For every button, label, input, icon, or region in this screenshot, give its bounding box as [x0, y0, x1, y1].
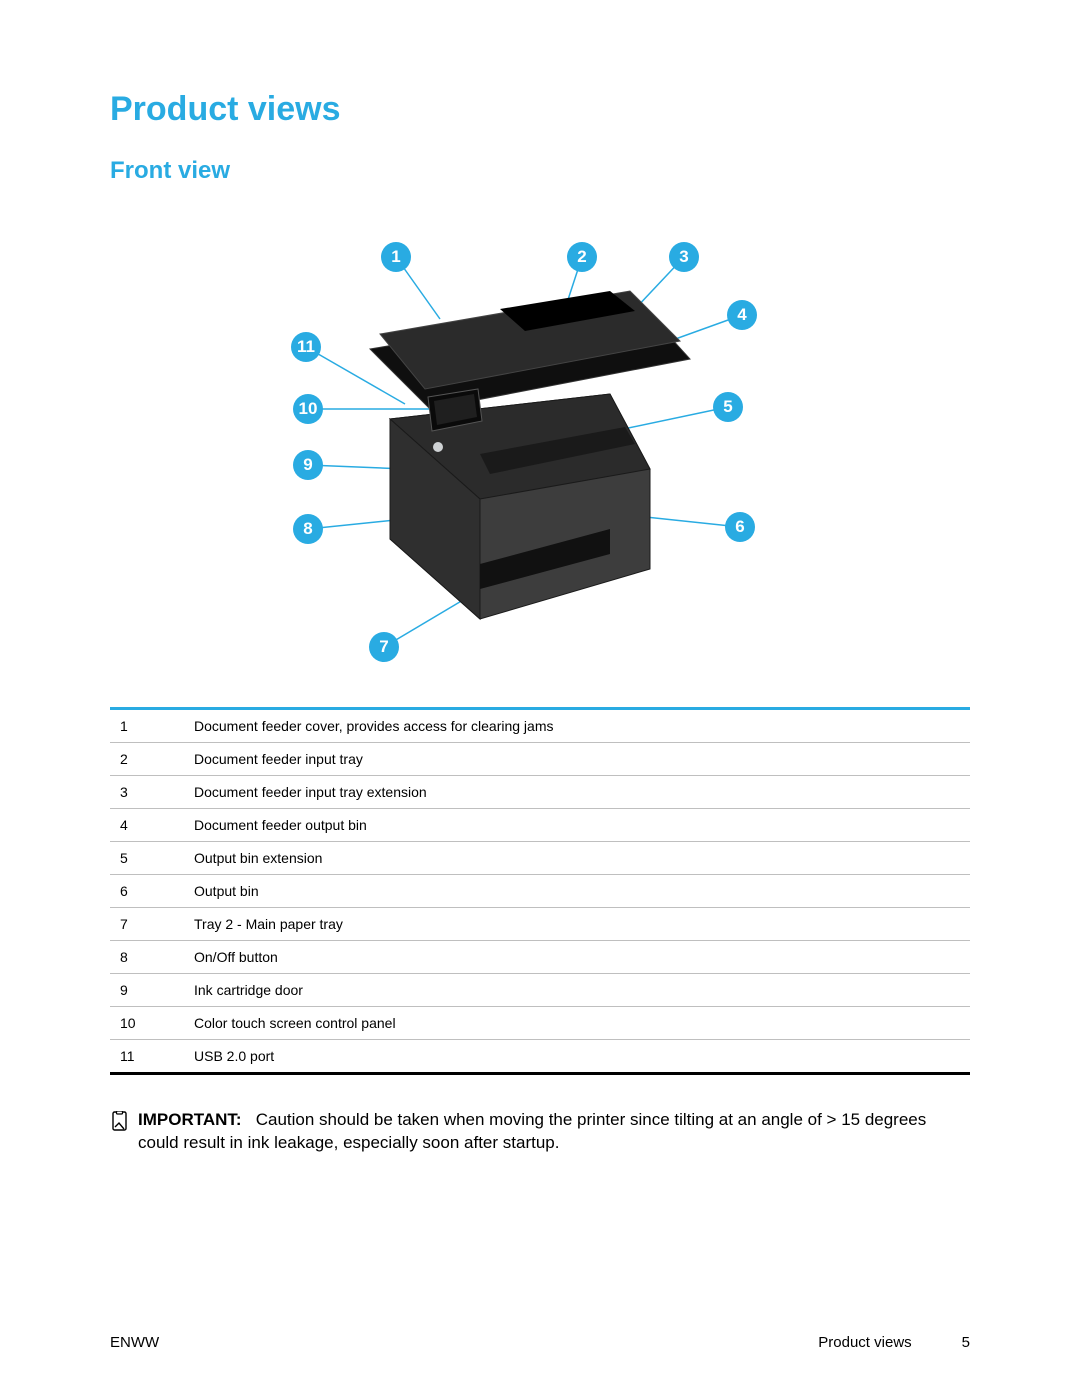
- part-description: Document feeder cover, provides access f…: [184, 709, 970, 743]
- part-description: Document feeder input tray extension: [184, 776, 970, 809]
- part-description: Color touch screen control panel: [184, 1007, 970, 1040]
- callout-badge: 9: [293, 450, 323, 480]
- table-row: 5Output bin extension: [110, 842, 970, 875]
- front-view-diagram: 1 2 34 5 6 7 8 9 10 11: [180, 209, 900, 689]
- part-description: USB 2.0 port: [184, 1040, 970, 1074]
- part-description: Document feeder input tray: [184, 743, 970, 776]
- table-row: 4Document feeder output bin: [110, 809, 970, 842]
- page-footer: ENWW Product views 5: [110, 1334, 970, 1351]
- part-number: 11: [110, 1040, 184, 1074]
- part-description: Tray 2 - Main paper tray: [184, 908, 970, 941]
- section-title: Front view: [110, 157, 970, 185]
- part-number: 6: [110, 875, 184, 908]
- part-number: 2: [110, 743, 184, 776]
- parts-table: 1Document feeder cover, provides access …: [110, 707, 970, 1075]
- part-number: 3: [110, 776, 184, 809]
- table-row: 6Output bin: [110, 875, 970, 908]
- footer-left: ENWW: [110, 1334, 159, 1351]
- table-row: 10Color touch screen control panel: [110, 1007, 970, 1040]
- part-description: Output bin extension: [184, 842, 970, 875]
- callout-badge: 3: [669, 242, 699, 272]
- table-row: 7Tray 2 - Main paper tray: [110, 908, 970, 941]
- table-row: 11USB 2.0 port: [110, 1040, 970, 1074]
- page-title: Product views: [110, 90, 970, 129]
- table-row: 3Document feeder input tray extension: [110, 776, 970, 809]
- important-note: IMPORTANT: Caution should be taken when …: [110, 1109, 970, 1155]
- callout-badge: 4: [727, 300, 757, 330]
- part-number: 8: [110, 941, 184, 974]
- callout-badge: 2: [567, 242, 597, 272]
- part-number: 1: [110, 709, 184, 743]
- part-description: Output bin: [184, 875, 970, 908]
- table-row: 2Document feeder input tray: [110, 743, 970, 776]
- part-description: Document feeder output bin: [184, 809, 970, 842]
- callout-badge: 5: [713, 392, 743, 422]
- footer-page-number: 5: [962, 1334, 970, 1351]
- callout-badge: 8: [293, 514, 323, 544]
- table-row: 8On/Off button: [110, 941, 970, 974]
- callout-badge: 11: [291, 332, 321, 362]
- callout-badge: 7: [369, 632, 399, 662]
- note-icon: [110, 1111, 130, 1140]
- footer-section: Product views: [818, 1334, 911, 1351]
- printer-body: [370, 291, 690, 619]
- part-number: 7: [110, 908, 184, 941]
- table-row: 1Document feeder cover, provides access …: [110, 709, 970, 743]
- document-page: Product views Front view: [0, 0, 1080, 1397]
- callout-badge: 10: [293, 394, 323, 424]
- part-number: 9: [110, 974, 184, 1007]
- note-label: IMPORTANT:: [138, 1110, 242, 1129]
- callout-badge: 6: [725, 512, 755, 542]
- part-number: 10: [110, 1007, 184, 1040]
- note-text: IMPORTANT: Caution should be taken when …: [138, 1109, 970, 1155]
- table-row: 9Ink cartridge door: [110, 974, 970, 1007]
- part-number: 4: [110, 809, 184, 842]
- part-description: Ink cartridge door: [184, 974, 970, 1007]
- callout-badge: 1: [381, 242, 411, 272]
- part-number: 5: [110, 842, 184, 875]
- printer-illustration: [180, 209, 900, 689]
- note-body: Caution should be taken when moving the …: [138, 1110, 926, 1152]
- part-description: On/Off button: [184, 941, 970, 974]
